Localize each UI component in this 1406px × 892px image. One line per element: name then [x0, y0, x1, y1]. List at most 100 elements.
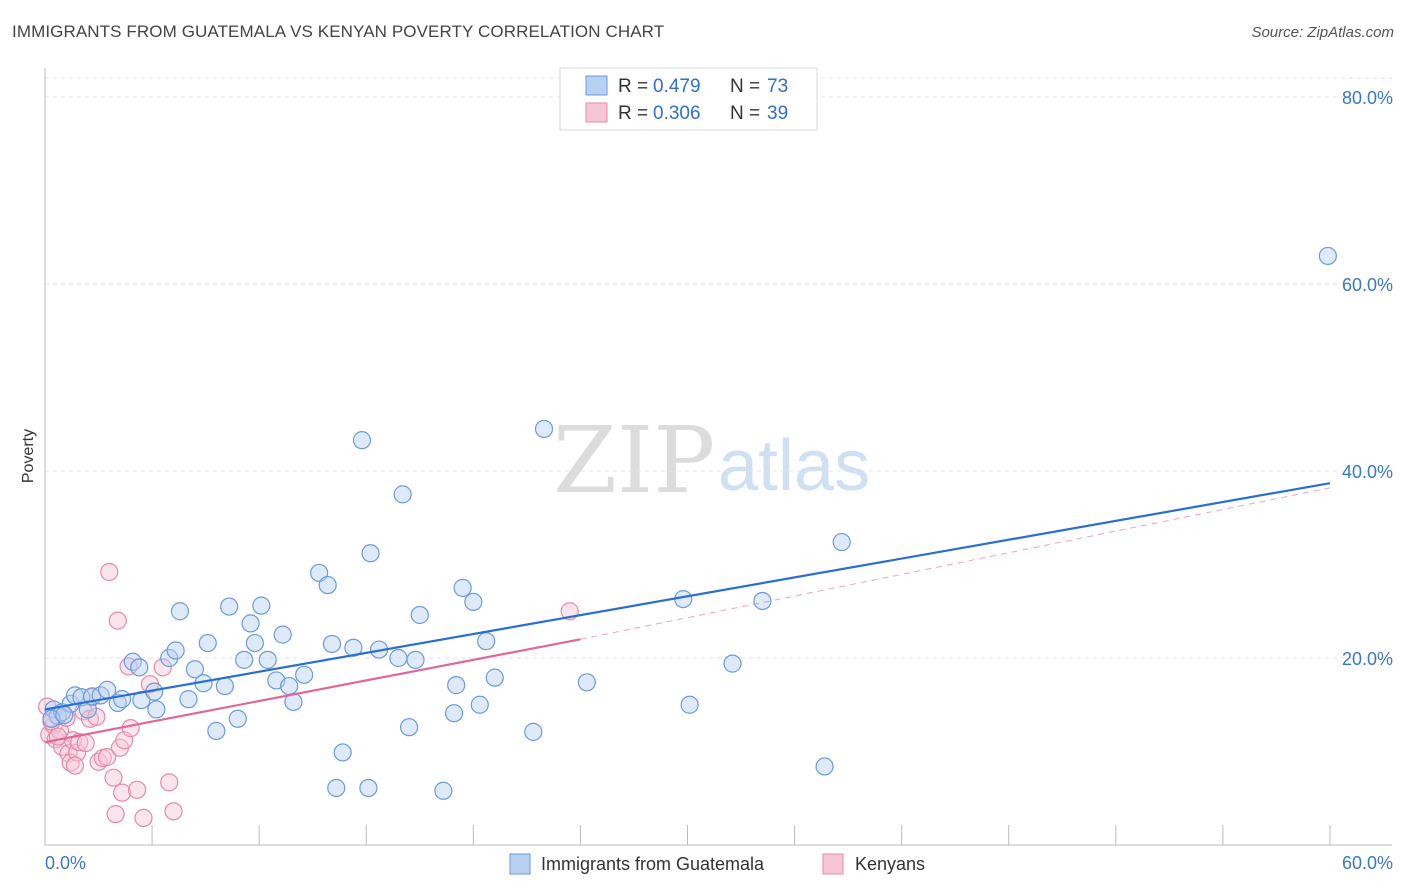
- point-kenyans: [121, 719, 140, 738]
- point-guatemala: [322, 634, 342, 654]
- point-guatemala: [410, 605, 429, 625]
- trend-lines: [44, 482, 1331, 744]
- point-guatemala: [577, 673, 596, 692]
- point-guatemala: [215, 676, 234, 696]
- point-guatemala: [295, 665, 314, 684]
- point-guatemala: [160, 648, 179, 668]
- point-guatemala: [112, 690, 132, 709]
- point-guatemala: [220, 597, 239, 616]
- point-guatemala: [389, 648, 408, 668]
- watermark-atlas: atlas: [718, 426, 870, 506]
- point-guatemala: [723, 654, 742, 673]
- watermark-zip: ZIP: [553, 407, 715, 514]
- y-tick-label: 80.0%: [1342, 88, 1393, 108]
- legend-n-label-guatemala: N =: [730, 76, 760, 97]
- point-guatemala: [130, 658, 149, 677]
- y-tick-label: 40.0%: [1342, 462, 1393, 482]
- point-guatemala: [464, 592, 483, 612]
- point-kenyans: [127, 780, 147, 799]
- point-kenyans: [164, 802, 183, 821]
- point-guatemala: [434, 781, 453, 800]
- legend-r-label-guatemala: R =: [618, 76, 648, 97]
- point-kenyans: [112, 783, 132, 802]
- point-guatemala: [361, 544, 380, 563]
- point-guatemala: [399, 718, 419, 737]
- point-guatemala: [166, 641, 185, 660]
- point-guatemala: [170, 602, 190, 621]
- point-guatemala: [318, 575, 337, 595]
- x-tick-label-min: 0.0%: [45, 853, 86, 873]
- point-kenyans: [98, 748, 117, 767]
- point-guatemala: [815, 757, 834, 776]
- point-guatemala: [252, 596, 271, 615]
- point-kenyans: [76, 733, 95, 753]
- source-label: Source: ZipAtlas.com: [1251, 24, 1394, 41]
- point-kenyans: [100, 562, 119, 582]
- series-guatemala: [42, 246, 1337, 800]
- chart-title: IMMIGRANTS FROM GUATEMALA VS KENYAN POVE…: [12, 22, 665, 41]
- point-guatemala: [470, 695, 489, 714]
- legend-swatch-kenyans: [585, 102, 608, 123]
- point-guatemala: [235, 650, 254, 669]
- legend-n-value-guatemala: 73: [767, 76, 788, 97]
- bottom-legend-label-guatemala: Immigrants from Guatemala: [541, 854, 765, 874]
- point-guatemala: [406, 650, 425, 669]
- point-guatemala: [753, 591, 772, 611]
- legend-r-label-kenyans: R =: [618, 103, 648, 124]
- legend-n-value-kenyans: 39: [767, 103, 788, 124]
- point-guatemala: [485, 668, 504, 687]
- point-guatemala: [228, 709, 247, 728]
- point-kenyans: [160, 773, 179, 792]
- point-guatemala: [534, 419, 554, 439]
- point-kenyans: [104, 768, 123, 787]
- point-guatemala: [444, 704, 464, 723]
- point-guatemala: [258, 650, 277, 669]
- y-axis-label: Poverty: [20, 429, 37, 483]
- point-guatemala: [327, 778, 346, 798]
- point-guatemala: [185, 660, 205, 679]
- point-guatemala: [477, 632, 496, 651]
- point-guatemala: [832, 532, 851, 552]
- point-guatemala: [680, 695, 699, 714]
- legend-r-value-guatemala: 0.479: [653, 76, 701, 97]
- trend-line-kenyans: [44, 638, 581, 744]
- point-guatemala: [453, 578, 472, 597]
- point-guatemala: [1318, 246, 1337, 266]
- trend-line-guatemala: [44, 482, 1331, 711]
- legend-n-label-kenyans: N =: [730, 103, 760, 124]
- legend-r-value-kenyans: 0.306: [653, 103, 701, 124]
- point-guatemala: [55, 705, 74, 725]
- bottom-legend-swatch-guatemala: [509, 853, 531, 875]
- point-guatemala: [273, 625, 292, 644]
- point-guatemala: [198, 633, 217, 653]
- point-guatemala: [352, 431, 372, 450]
- point-guatemala: [241, 614, 260, 633]
- tick-labels: 20.0% 40.0% 60.0% 80.0% 0.0% 60.0%: [45, 88, 1393, 873]
- legend: R = 0.479 N = 73 R = 0.306 N = 39: [559, 67, 818, 131]
- point-kenyans: [65, 756, 85, 775]
- point-guatemala: [245, 633, 264, 653]
- point-guatemala: [359, 778, 378, 798]
- point-kenyans: [134, 808, 153, 827]
- grid-lines: [45, 77, 1392, 659]
- y-tick-label: 60.0%: [1342, 275, 1393, 295]
- bottom-legend: Immigrants from Guatemala Kenyans: [509, 853, 925, 875]
- point-guatemala: [179, 690, 198, 709]
- bottom-legend-swatch-kenyans: [822, 853, 844, 875]
- point-guatemala: [333, 743, 352, 762]
- point-guatemala: [147, 700, 166, 719]
- point-kenyans: [106, 805, 125, 824]
- point-guatemala: [524, 722, 543, 741]
- point-guatemala: [207, 721, 226, 741]
- point-kenyans: [48, 727, 67, 746]
- point-guatemala: [447, 676, 466, 695]
- bottom-legend-label-kenyans: Kenyans: [855, 854, 925, 874]
- x-tick-label-max: 60.0%: [1342, 853, 1393, 873]
- y-tick-label: 20.0%: [1342, 649, 1393, 669]
- point-kenyans: [153, 658, 172, 677]
- point-guatemala: [393, 485, 412, 504]
- point-guatemala: [280, 676, 299, 696]
- point-kenyans: [70, 733, 89, 752]
- point-kenyans: [108, 611, 127, 630]
